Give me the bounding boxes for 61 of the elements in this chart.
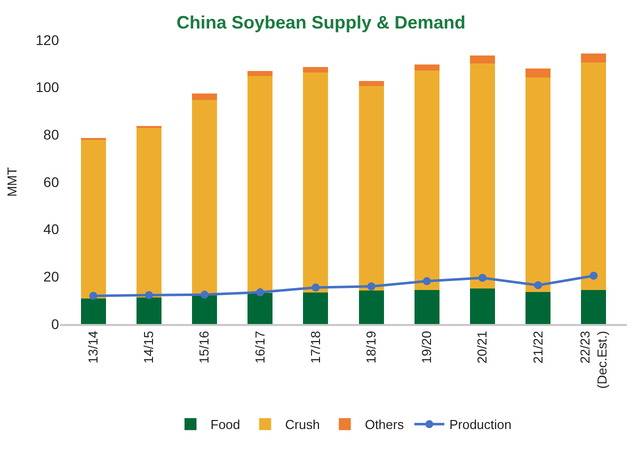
bar [581,62,606,290]
x-tick-label: 15/16 [196,330,212,364]
bar [526,68,551,78]
bar [470,56,495,64]
bar [470,63,495,288]
y-tick-label: 120 [36,32,60,48]
bar [192,100,218,296]
y-tick-label: 0 [51,316,60,332]
legend-label: Production [449,417,512,432]
x-tick-label: 13/14 [86,330,101,364]
bar [192,93,218,100]
point [89,292,98,300]
y-tick-label: 20 [43,268,60,285]
bar [248,76,273,294]
y-tick-label: 100 [36,79,60,96]
bar [248,293,273,324]
x-tick-label: 18/19 [364,330,379,364]
point [144,291,153,300]
x-tick-label: 16/17 [252,330,268,364]
bar [414,290,440,324]
bar [248,71,273,76]
bar [358,80,384,86]
x-tick-label: 21/22 [530,330,546,364]
bar [414,70,440,290]
point [590,272,598,280]
point [534,281,542,290]
x-tick-label: 22/23 (Dec.Est.) [577,330,610,389]
bar [136,298,162,324]
x-tick-label: 14/15 [141,330,156,364]
y-tick-label: 40 [43,221,60,238]
x-tick-label: 20/21 [474,330,490,364]
y-tick-label: 80 [43,126,60,143]
point [478,274,486,282]
bar [80,298,106,324]
x-tick-label: 19/20 [419,330,434,364]
chart-title: China Soybean Supply & Demand [176,12,466,32]
bar [192,296,218,324]
point [367,282,376,290]
bar [470,288,495,324]
legend-label: Food [210,417,240,432]
bar [526,77,551,292]
bar [581,53,606,62]
bar [414,64,440,71]
bar [581,290,606,324]
bar [358,290,384,324]
bar [303,66,328,73]
y-tick-label: 60 [43,174,60,190]
point [256,288,264,296]
legend-label: Others [364,417,404,432]
bar [136,127,162,298]
bar [303,292,328,324]
bar [526,292,551,324]
point [200,290,209,299]
bar [80,140,106,299]
point [422,277,431,286]
legend-label: Crush [285,417,320,432]
bar [303,72,328,293]
point [312,284,320,292]
y-axis-title: MMT [4,167,20,197]
x-tick-label: 17/18 [308,330,323,364]
bar [358,86,384,291]
